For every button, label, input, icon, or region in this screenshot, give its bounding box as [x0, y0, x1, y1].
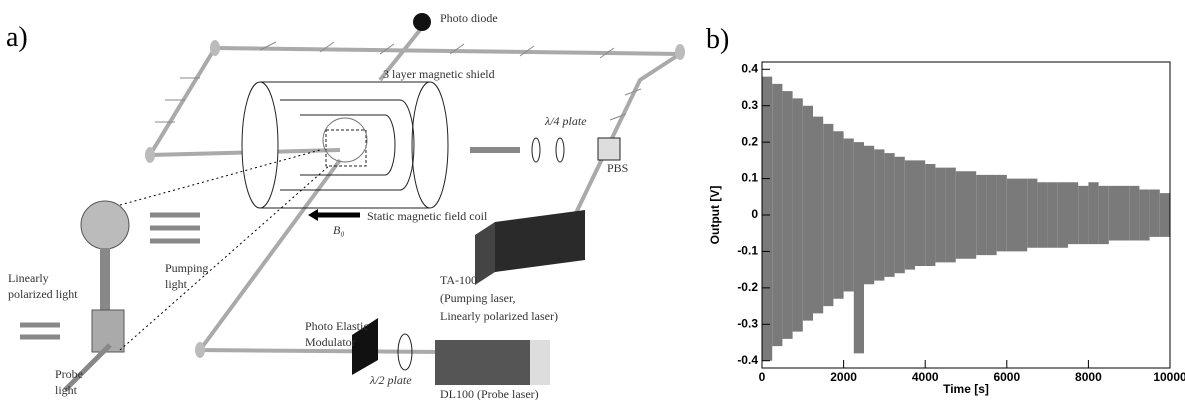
stem	[100, 248, 110, 310]
field-arrow	[308, 209, 318, 221]
label: DL100 (Probe laser)	[440, 387, 539, 400]
label: Probe	[55, 367, 83, 381]
label: Linearly polarized laser)	[440, 309, 558, 323]
ta-100	[475, 222, 495, 285]
diagram: a) Photo diode	[6, 11, 685, 400]
label: B₀	[333, 223, 345, 237]
y-tick-label: -0.3	[737, 316, 758, 330]
y-tick-label: -0.1	[737, 244, 758, 258]
magnetic-shield	[242, 82, 448, 208]
y-tick-label: 0.4	[741, 61, 758, 75]
dl-100	[530, 340, 550, 385]
label: 3 layer magnetic shield	[383, 67, 495, 81]
label: λ/4 plate	[544, 114, 587, 128]
x-tick-label: 4000	[912, 370, 939, 384]
y-tick-label: 0.2	[741, 134, 758, 148]
label: Photo Elastic	[305, 319, 369, 333]
x-tick-label: 6000	[993, 370, 1020, 384]
figure: a) Photo diode	[0, 0, 1185, 400]
label: Pumping	[165, 261, 208, 275]
x-tick-label: 0	[759, 370, 766, 384]
panel-label: b)	[706, 24, 729, 55]
y-tick-label: 0.3	[741, 98, 758, 112]
x-axis-label: Time [s]	[943, 382, 989, 396]
beam-path	[150, 48, 680, 352]
label: Static magnetic field coil	[367, 209, 488, 223]
photo-diode	[413, 13, 431, 31]
sphere	[81, 201, 129, 249]
x-tick-label: 8000	[1075, 370, 1102, 384]
label: PBS	[607, 161, 628, 175]
label: TA-100	[440, 273, 477, 287]
label: Linearly	[8, 271, 49, 285]
mirrors	[145, 40, 685, 358]
ta-100	[495, 210, 585, 272]
chart: b) Time [s] Output [V] 0 2000 4000 6000 8000…	[706, 24, 1185, 396]
panel-label: a)	[6, 22, 28, 53]
x-tick-label: 2000	[830, 370, 857, 384]
y-tick-label: 0.1	[741, 171, 758, 185]
y-tick-label: 0	[751, 207, 758, 221]
label: light	[55, 383, 78, 397]
y-tick-label: -0.2	[737, 280, 758, 294]
label: λ/2 plate	[369, 373, 412, 387]
y-axis-label: Output [V]	[708, 186, 722, 245]
y-tick-label: -0.4	[737, 353, 758, 367]
x-tick-label: 10000	[1153, 370, 1185, 384]
label: light	[165, 277, 188, 291]
label: Photo diode	[440, 11, 498, 25]
zoom-lines	[120, 150, 330, 350]
label: Modulator	[305, 335, 356, 349]
label: (Pumping laser,	[440, 291, 516, 305]
label: polarized light	[8, 287, 78, 301]
